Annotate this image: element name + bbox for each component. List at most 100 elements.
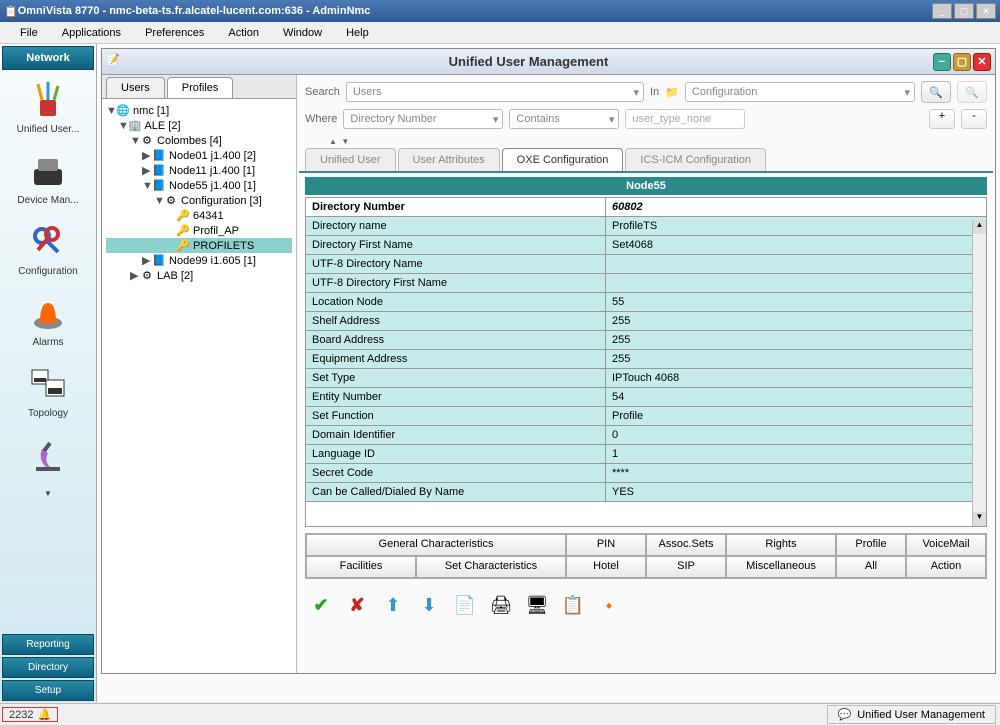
menu-action[interactable]: Action — [216, 25, 271, 41]
grid-button[interactable]: General Characteristics — [306, 534, 566, 556]
tree-node[interactable]: ▶📘 Node11 j1.400 [1] — [106, 163, 292, 178]
tab-users[interactable]: Users — [106, 77, 165, 98]
tree-node[interactable]: ▼⚙ Configuration [3] — [106, 193, 292, 208]
apply-button[interactable]: ✔ — [309, 593, 333, 617]
where-value-input[interactable]: user_type_none — [625, 109, 745, 129]
menu-window[interactable]: Window — [271, 25, 334, 41]
property-row[interactable]: Domain Identifier0 — [306, 426, 986, 445]
subtab-oxe-config[interactable]: OXE Configuration — [502, 148, 624, 171]
tree-node[interactable]: ▼📘 Node55 j1.400 [1] — [106, 178, 292, 193]
sidebar-item-alarms[interactable]: Alarms — [0, 285, 96, 356]
menubar: File Applications Preferences Action Win… — [0, 22, 1000, 44]
status-context[interactable]: 💬 Unified User Management — [827, 705, 997, 724]
property-row[interactable]: Language ID1 — [306, 445, 986, 464]
close-button[interactable]: ✕ — [976, 3, 996, 19]
property-row[interactable]: Set FunctionProfile — [306, 407, 986, 426]
print-button[interactable]: 🖨 — [489, 593, 513, 617]
iwindow-close[interactable]: ✕ — [973, 53, 991, 71]
property-row[interactable]: Equipment Address255 — [306, 350, 986, 369]
tree-node[interactable]: ▶⚙ LAB [2] — [106, 268, 292, 283]
add-criteria-button[interactable]: + — [929, 109, 955, 129]
subtab-ics-icm[interactable]: ICS-ICM Configuration — [625, 148, 766, 171]
sidebar-item-microscope[interactable] — [0, 427, 96, 487]
tab-profiles[interactable]: Profiles — [167, 77, 234, 98]
expand-arrows[interactable]: ▲ ▼ — [299, 137, 993, 146]
property-row[interactable]: Shelf Address255 — [306, 312, 986, 331]
document-button[interactable]: 📄 — [453, 593, 477, 617]
sidebar: Network Unified User... Device Man... Co… — [0, 44, 97, 702]
menu-help[interactable]: Help — [334, 25, 381, 41]
grid-button[interactable]: Assoc.Sets — [646, 534, 726, 556]
sign-button[interactable]: ⬩ — [597, 593, 621, 617]
up-arrow-button[interactable]: ⬆ — [381, 593, 405, 617]
where-row: Where Directory Number Contains user_typ… — [299, 107, 993, 137]
sidebar-item-topology[interactable]: Topology — [0, 356, 96, 427]
search-button-2[interactable]: 🔍 — [957, 81, 987, 103]
tree-node[interactable]: ▶📘 Node99 i1.605 [1] — [106, 253, 292, 268]
sidebar-item-device-manager[interactable]: Device Man... — [0, 143, 96, 214]
down-arrow-button[interactable]: ⬇ — [417, 593, 441, 617]
in-label: In — [650, 86, 659, 98]
property-row[interactable]: Board Address255 — [306, 331, 986, 350]
tree-node[interactable]: 🔑 Profil_AP — [106, 223, 292, 238]
sidebar-reporting-button[interactable]: Reporting — [2, 634, 94, 655]
grid-button[interactable]: All — [836, 556, 906, 578]
grid-button[interactable]: Action — [906, 556, 986, 578]
tree-node[interactable]: ▼🌐 nmc [1] — [106, 103, 292, 118]
property-row[interactable]: Set TypeIPTouch 4068 — [306, 369, 986, 388]
status-alarm[interactable]: 2232 🔔 — [2, 707, 58, 722]
property-row[interactable]: Entity Number54 — [306, 388, 986, 407]
property-row[interactable]: Directory nameProfileTS — [306, 217, 986, 236]
property-row[interactable]: UTF-8 Directory First Name — [306, 274, 986, 293]
app-icon: 📋 — [4, 5, 18, 18]
search-button[interactable]: 🔍 — [921, 81, 951, 103]
menu-preferences[interactable]: Preferences — [133, 25, 216, 41]
tree-node[interactable]: ▶📘 Node01 j1.400 [2] — [106, 148, 292, 163]
sidebar-directory-button[interactable]: Directory — [2, 657, 94, 678]
grid-button[interactable]: Set Characteristics — [416, 556, 566, 578]
subtab-unified-user[interactable]: Unified User — [305, 148, 396, 171]
property-row[interactable]: UTF-8 Directory Name — [306, 255, 986, 274]
tree-node[interactable]: 🔑 PROFILETS — [106, 238, 292, 253]
iwindow-minimize[interactable]: − — [933, 53, 951, 71]
grid-button[interactable]: Hotel — [566, 556, 646, 578]
search-combo[interactable]: Users — [346, 82, 644, 102]
in-combo[interactable]: Configuration — [685, 82, 915, 102]
remove-criteria-button[interactable]: - — [961, 109, 987, 129]
tree-node[interactable]: 🔑 64341 — [106, 208, 292, 223]
detail-panel: Search Users In 📁 Configuration 🔍 🔍 Wher… — [297, 75, 995, 673]
tree-node[interactable]: ▼⚙ Colombes [4] — [106, 133, 292, 148]
where-op-combo[interactable]: Contains — [509, 109, 619, 129]
subtab-user-attributes[interactable]: User Attributes — [398, 148, 500, 171]
menu-file[interactable]: File — [8, 25, 50, 41]
sidebar-network-button[interactable]: Network — [2, 46, 94, 70]
grid-button[interactable]: Facilities — [306, 556, 416, 578]
sidebar-scroll-down[interactable]: ▼ — [0, 487, 96, 500]
grid-button[interactable]: SIP — [646, 556, 726, 578]
copy-button[interactable]: 📋 — [561, 593, 585, 617]
search-label: Search — [305, 86, 340, 98]
table-scrollbar[interactable]: ▲▼ — [972, 220, 986, 526]
cancel-button[interactable]: ✘ — [345, 593, 369, 617]
property-row[interactable]: Location Node55 — [306, 293, 986, 312]
sidebar-item-unified-user[interactable]: Unified User... — [0, 72, 96, 143]
maximize-button[interactable]: ▢ — [954, 3, 974, 19]
tree-view[interactable]: ▼🌐 nmc [1]▼🏢 ALE [2]▼⚙ Colombes [4]▶📘 No… — [102, 99, 296, 673]
grid-button[interactable]: Miscellaneous — [726, 556, 836, 578]
property-row[interactable]: Secret Code**** — [306, 464, 986, 483]
grid-button[interactable]: VoiceMail — [906, 534, 986, 556]
where-field-combo[interactable]: Directory Number — [343, 109, 503, 129]
sidebar-item-configuration[interactable]: Configuration — [0, 214, 96, 285]
tree-node[interactable]: ▼🏢 ALE [2] — [106, 118, 292, 133]
menu-applications[interactable]: Applications — [50, 25, 133, 41]
grid-button[interactable]: PIN — [566, 534, 646, 556]
grid-button[interactable]: Rights — [726, 534, 836, 556]
property-row[interactable]: Directory Number60802 — [306, 198, 986, 217]
grid-button[interactable]: Profile — [836, 534, 906, 556]
property-row[interactable]: Can be Called/Dialed By NameYES — [306, 483, 986, 502]
property-row[interactable]: Directory First NameSet4068 — [306, 236, 986, 255]
minimize-button[interactable]: _ — [932, 3, 952, 19]
sidebar-setup-button[interactable]: Setup — [2, 680, 94, 701]
iwindow-maximize[interactable]: ▢ — [953, 53, 971, 71]
screen-button[interactable]: 🖥 — [525, 593, 549, 617]
